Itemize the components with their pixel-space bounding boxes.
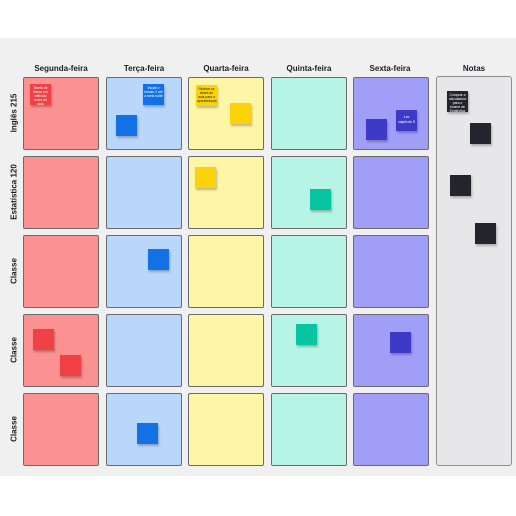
row-header-class-3: Classe [9, 258, 19, 284]
sticky-note-yellow[interactable] [230, 103, 251, 124]
column-header-tuesday: Terça-feira [123, 64, 165, 73]
cell-wednesday-row4[interactable] [188, 314, 264, 387]
sticky-note-wednesday-slides[interactable]: Revisar os slides de aula para a apresen… [196, 85, 217, 106]
cell-thursday-row2[interactable] [271, 156, 347, 229]
column-header-notes: Notas [462, 64, 486, 73]
cell-friday-row5[interactable] [353, 393, 429, 466]
row-header-class-5: Classe [9, 416, 19, 442]
sticky-note-dark[interactable] [450, 175, 471, 196]
cell-thursday-row3[interactable] [271, 235, 347, 308]
sticky-note-red[interactable] [33, 329, 54, 350]
cell-wednesday-row3[interactable] [188, 235, 264, 308]
cell-thursday-row4[interactable] [271, 314, 347, 387]
sticky-note-dark[interactable] [475, 223, 496, 244]
column-header-monday: Segunda-feira [34, 64, 88, 73]
row-header-class-4: Classe [9, 337, 19, 363]
sticky-note-blue[interactable] [137, 423, 158, 444]
column-header-wednesday: Quarta-feira [203, 64, 249, 73]
sticky-note-blue[interactable] [116, 115, 137, 136]
cell-thursday-row5[interactable] [271, 393, 347, 466]
cell-friday-row2[interactable] [353, 156, 429, 229]
sticky-note-blue[interactable] [148, 249, 169, 270]
sticky-note-indigo[interactable] [366, 119, 387, 140]
cell-wednesday-row5[interactable] [188, 393, 264, 466]
column-header-friday: Sexta-feira [369, 64, 411, 73]
sticky-note-tuesday-essay[interactable]: Iniciar o ensaio 2 até a meia noite [143, 84, 164, 105]
cell-friday-row3[interactable] [353, 235, 429, 308]
cell-monday-row3[interactable] [23, 235, 99, 308]
cell-monday-row5[interactable] [23, 393, 99, 466]
sticky-note-dark[interactable] [470, 123, 491, 144]
cell-tuesday-row4[interactable] [106, 314, 182, 387]
cell-friday-row1[interactable] [353, 77, 429, 150]
column-header-thursday: Quinta-feira [286, 64, 332, 73]
sticky-note-red[interactable] [60, 355, 81, 376]
cell-tuesday-row3[interactable] [106, 235, 182, 308]
cell-monday-row4[interactable] [23, 314, 99, 387]
row-header-statistics: Estatística 120 [9, 164, 19, 220]
sticky-note-teal[interactable] [310, 189, 331, 210]
cell-tuesday-row2[interactable] [106, 156, 182, 229]
row-header-english: Inglês 215 [9, 93, 19, 133]
sticky-note-teal[interactable] [296, 324, 317, 345]
cell-monday-row2[interactable] [23, 156, 99, 229]
sticky-note-indigo[interactable] [390, 332, 411, 353]
sticky-note-monday-reading[interactable]: Tarefa de leitura em reflexão antes de a… [30, 84, 51, 105]
sticky-note-notes-calculator[interactable]: Comprar a calculadora para o exame de Es… [447, 91, 468, 112]
sticky-note-friday-chapter[interactable]: Ler capítulo 5 [396, 110, 417, 131]
cell-thursday-row1[interactable] [271, 77, 347, 150]
sticky-note-yellow[interactable] [195, 167, 216, 188]
